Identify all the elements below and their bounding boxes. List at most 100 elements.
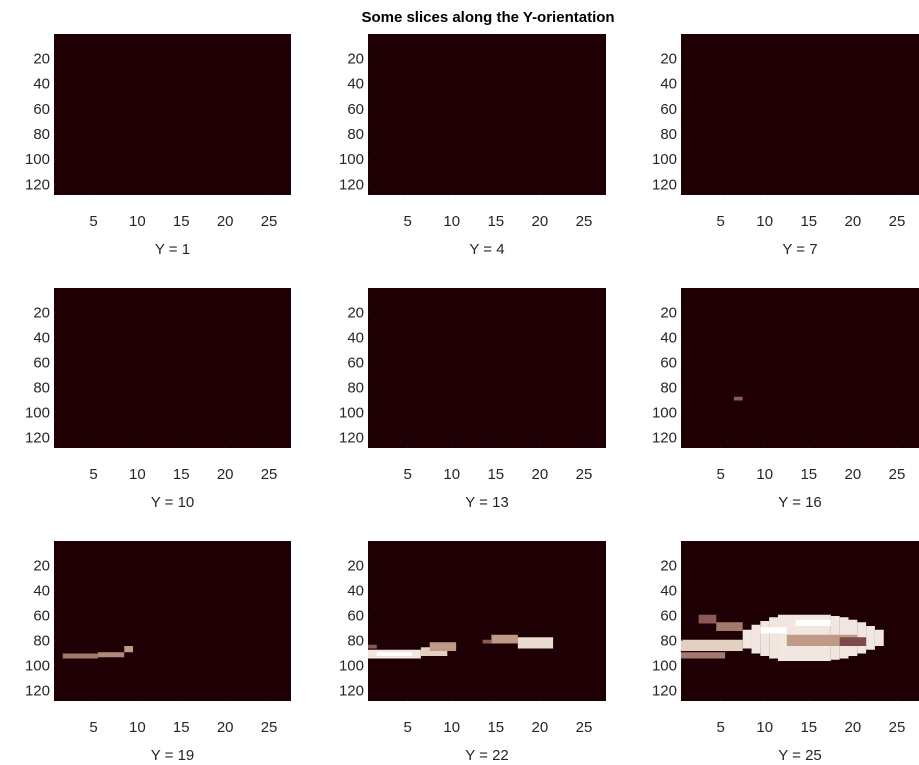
image-cell [751,624,761,654]
x-tick-label: 15 [173,466,190,483]
image-cell [786,634,858,646]
y-tick-label: 40 [33,329,50,346]
x-tick-label: 25 [889,719,906,736]
y-tick-label: 40 [347,582,364,599]
y-tick-label: 80 [660,379,677,396]
x-axis-label: Y = 22 [465,747,509,764]
x-tick-label: 25 [576,719,593,736]
subplot: 5 10 15 20 25 20 40 60 80 100 120 Y = 19 [25,541,291,764]
image-cell [62,653,98,659]
x-axis-label: Y = 10 [151,494,195,511]
x-axis-label: Y = 7 [782,241,817,258]
x-tick-label: 10 [443,213,460,230]
x-tick-label: 10 [129,213,146,230]
y-tick-label: 100 [652,151,677,168]
y-tick-label: 40 [33,76,50,93]
image-cell [97,652,125,658]
x-tick-label: 25 [576,213,593,230]
y-tick-label: 100 [25,657,50,674]
image-background [681,288,919,448]
x-tick-label: 25 [889,213,906,230]
x-tick-label: 5 [716,719,724,736]
y-tick-label: 40 [660,76,677,93]
image-cell [760,621,770,656]
y-tick-label: 100 [339,404,364,421]
image-cell [874,629,884,646]
y-tick-label: 20 [33,557,50,574]
y-tick-label: 60 [660,354,677,371]
x-axis-label: Y = 19 [151,747,195,764]
y-tick-label: 120 [25,176,50,193]
x-axis-label: Y = 25 [778,747,822,764]
image-background [368,288,606,448]
y-tick-label: 80 [33,126,50,143]
x-tick-label: 20 [845,719,862,736]
x-tick-label: 20 [532,719,549,736]
y-tick-label: 100 [339,657,364,674]
x-tick-label: 20 [217,213,234,230]
image-cell [482,639,492,644]
y-tick-label: 80 [347,379,364,396]
y-tick-label: 60 [660,101,677,118]
y-tick-label: 80 [660,632,677,649]
y-tick-label: 120 [652,682,677,699]
y-tick-label: 40 [660,329,677,346]
x-tick-label: 15 [173,719,190,736]
y-tick-label: 20 [347,304,364,321]
y-tick-label: 20 [660,304,677,321]
y-tick-label: 120 [339,682,364,699]
y-tick-label: 60 [347,607,364,624]
image-cell [760,627,787,634]
x-tick-label: 5 [403,466,411,483]
image-cell [681,639,743,651]
image-cell [420,647,448,656]
x-tick-label: 10 [756,719,773,736]
y-tick-label: 120 [652,429,677,446]
subplot: 5 10 15 20 25 20 40 60 80 100 120 Y = 22 [339,541,606,764]
image-background [368,541,606,701]
image-cell [517,637,554,649]
x-tick-label: 15 [487,466,504,483]
y-tick-label: 20 [33,50,50,67]
y-tick-label: 120 [339,429,364,446]
figure-title: Some slices along the Y-orientation [361,9,614,26]
y-tick-label: 60 [347,354,364,371]
x-tick-label: 25 [261,719,278,736]
y-tick-label: 100 [25,151,50,168]
y-tick-label: 100 [652,404,677,421]
y-tick-label: 80 [33,632,50,649]
x-tick-label: 5 [89,213,97,230]
subplot: 5 10 15 20 25 20 40 60 80 100 120 Y = 1 [25,34,291,258]
image-cell [376,652,413,656]
subplot: 5 10 15 20 25 20 40 60 80 100 120 Y = 7 [652,34,919,258]
x-tick-label: 25 [261,213,278,230]
x-tick-label: 20 [845,213,862,230]
image-cell [429,642,457,651]
image-cell [839,637,867,646]
y-tick-label: 20 [33,304,50,321]
x-tick-label: 20 [845,466,862,483]
y-tick-label: 80 [347,126,364,143]
x-tick-label: 10 [129,466,146,483]
image-cell [681,652,726,659]
image-cell [733,396,743,401]
image-background [54,541,291,701]
x-tick-label: 15 [800,213,817,230]
x-tick-label: 5 [716,213,724,230]
x-tick-label: 15 [173,213,190,230]
x-tick-label: 10 [756,213,773,230]
x-tick-label: 10 [756,466,773,483]
y-tick-label: 120 [25,682,50,699]
subplot: 5 10 15 20 25 20 40 60 80 100 120 Y = 13 [339,288,606,511]
y-tick-label: 20 [660,50,677,67]
y-tick-label: 40 [660,582,677,599]
image-cell [368,644,377,649]
x-axis-label: Y = 16 [778,494,822,511]
x-tick-label: 10 [129,719,146,736]
x-tick-label: 20 [532,466,549,483]
x-tick-label: 5 [403,213,411,230]
image-background [681,34,919,195]
x-tick-label: 15 [800,719,817,736]
x-tick-label: 20 [217,466,234,483]
